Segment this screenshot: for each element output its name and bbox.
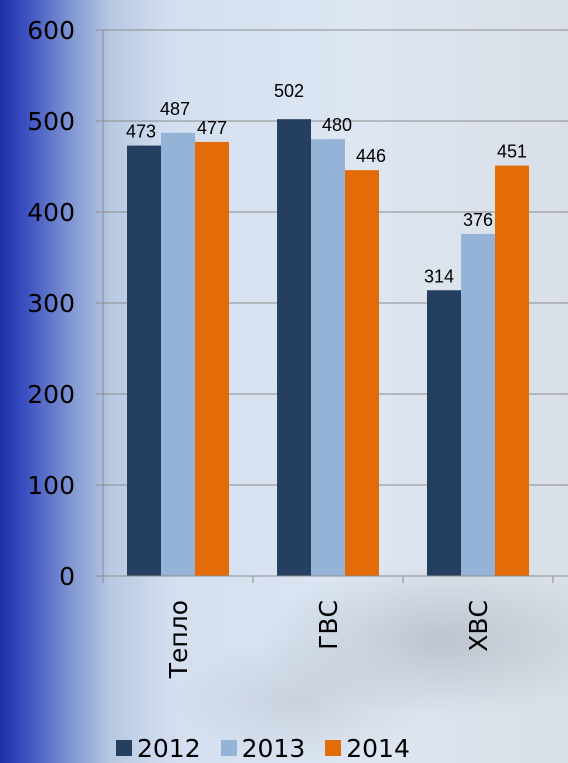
bar-2014-1 xyxy=(345,170,379,576)
x-axis: Тепло ГВС ХВС xyxy=(102,575,568,679)
y-tick-label: 200 xyxy=(27,380,75,409)
y-tick-label: 600 xyxy=(27,16,75,45)
bar-2012-0 xyxy=(127,145,161,576)
legend-label-2012: 2012 xyxy=(137,733,201,763)
category-label: ХВС xyxy=(464,600,493,652)
bar-2013-1 xyxy=(311,139,345,576)
data-label: 502 xyxy=(274,81,304,101)
y-axis: 0 100 200 300 400 500 600 xyxy=(27,16,104,591)
data-label: 480 xyxy=(322,115,352,135)
legend-swatch-2013 xyxy=(220,740,237,756)
data-label: 314 xyxy=(424,266,454,286)
y-tick-label: 0 xyxy=(59,562,75,591)
y-tick-label: 400 xyxy=(27,198,75,227)
bar-2014-0 xyxy=(195,141,229,576)
bar-2012-1 xyxy=(277,119,311,577)
bar-2013-2 xyxy=(461,233,495,576)
data-label: 376 xyxy=(463,210,493,230)
data-label: 451 xyxy=(497,142,527,162)
data-label: 446 xyxy=(356,146,386,166)
legend-item-2014: 2014 xyxy=(325,734,410,763)
legend: 2012 2013 2014 xyxy=(116,733,410,763)
category-label: ГВС xyxy=(314,600,343,650)
legend-swatch-2014 xyxy=(325,740,342,756)
legend-item-2012: 2012 xyxy=(116,734,201,763)
bar-2014-2 xyxy=(495,165,529,576)
legend-label-2013: 2013 xyxy=(241,733,306,763)
y-tick-label: 500 xyxy=(27,107,75,136)
data-label: 487 xyxy=(160,99,190,119)
category-label: Тепло xyxy=(164,600,193,679)
bar-2013-0 xyxy=(161,132,195,576)
bar-2012-2 xyxy=(427,290,461,576)
data-label: 473 xyxy=(126,122,156,142)
legend-swatch-2012 xyxy=(116,740,132,756)
legend-label-2014: 2014 xyxy=(346,733,410,763)
data-label: 477 xyxy=(197,118,227,138)
bars xyxy=(127,119,529,577)
y-tick-label: 100 xyxy=(27,471,75,500)
legend-item-2013: 2013 xyxy=(220,733,306,763)
y-tick-label: 300 xyxy=(27,289,75,318)
